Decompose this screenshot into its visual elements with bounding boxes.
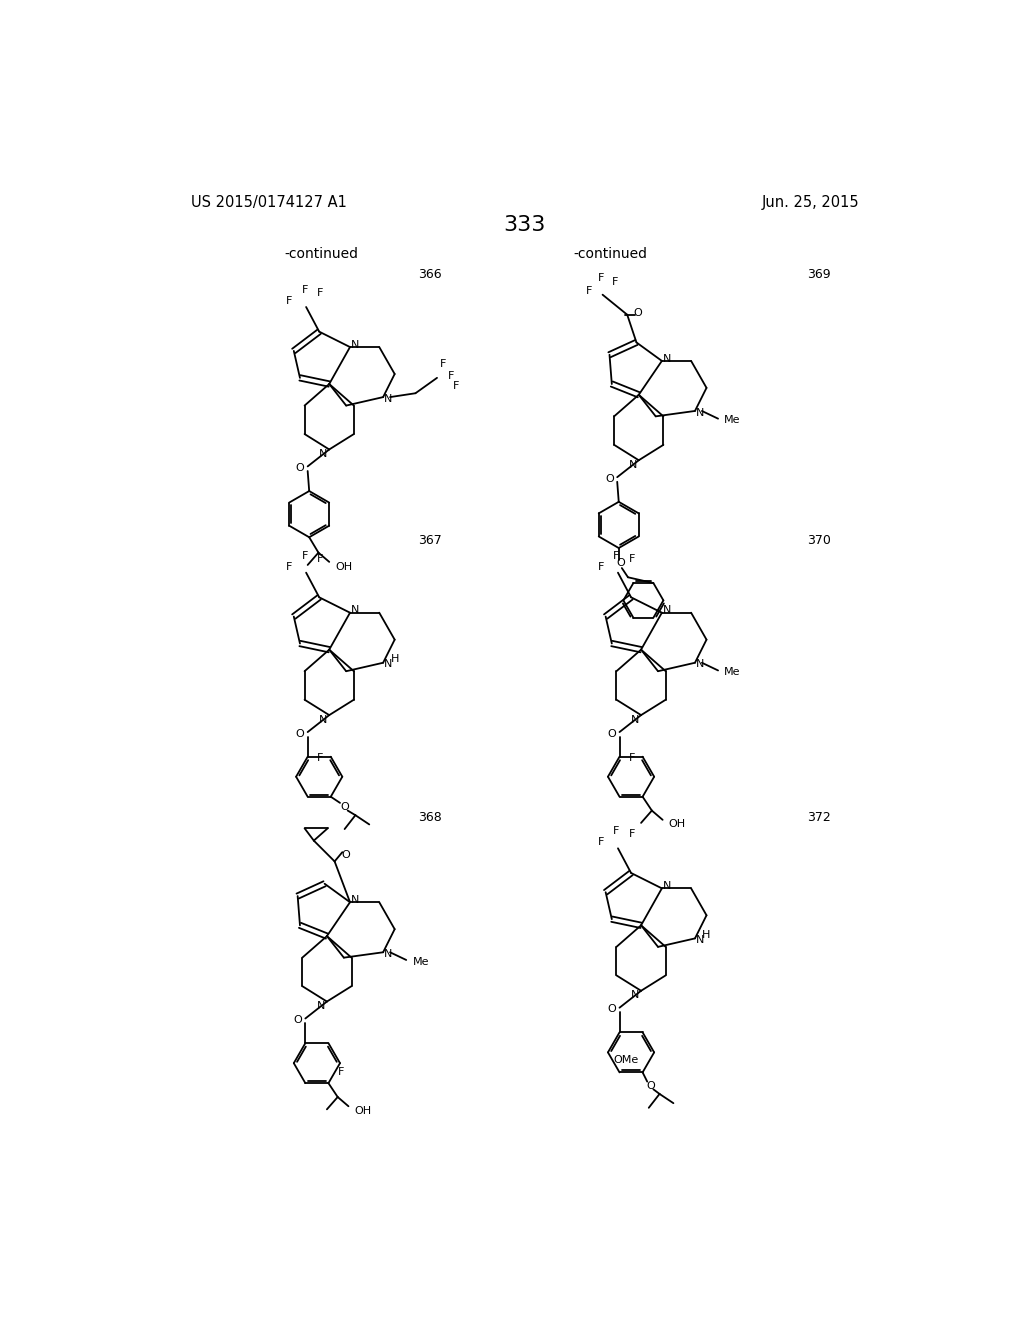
Text: OH: OH (336, 561, 352, 572)
Text: N: N (384, 659, 392, 669)
Text: F: F (598, 837, 604, 847)
Text: F: F (286, 561, 293, 572)
Text: N: N (351, 606, 359, 615)
Text: F: F (440, 359, 446, 370)
Text: F: F (316, 288, 324, 298)
Text: 368: 368 (418, 812, 441, 825)
Text: N: N (695, 659, 703, 669)
Text: N: N (664, 606, 672, 615)
Text: 333: 333 (504, 215, 546, 235)
Text: O: O (607, 729, 616, 739)
Text: F: F (613, 550, 620, 561)
Text: O: O (607, 1005, 616, 1014)
Text: F: F (629, 554, 635, 564)
Text: O: O (605, 474, 613, 483)
Text: US 2015/0174127 A1: US 2015/0174127 A1 (190, 195, 346, 210)
Text: OH: OH (354, 1106, 372, 1115)
Text: N: N (629, 459, 637, 470)
Text: Me: Me (724, 416, 740, 425)
Text: N: N (695, 408, 703, 417)
Text: N: N (664, 880, 672, 891)
Text: N: N (384, 393, 392, 404)
Text: F: F (316, 554, 324, 564)
Text: H: H (702, 929, 711, 940)
Text: OH: OH (669, 820, 686, 829)
Text: Jun. 25, 2015: Jun. 25, 2015 (762, 195, 859, 210)
Text: 369: 369 (807, 268, 831, 281)
Text: F: F (447, 371, 454, 381)
Text: O: O (340, 803, 349, 813)
Text: O: O (296, 729, 304, 739)
Text: O: O (293, 1015, 302, 1026)
Text: N: N (695, 935, 703, 945)
Text: F: F (611, 277, 618, 288)
Text: Me: Me (413, 957, 429, 966)
Text: 370: 370 (807, 535, 830, 548)
Text: F: F (286, 296, 293, 306)
Text: N: N (318, 449, 328, 459)
Text: O: O (296, 463, 304, 473)
Text: O: O (341, 850, 350, 861)
Text: N: N (351, 339, 359, 350)
Text: O: O (634, 308, 642, 318)
Text: F: F (629, 829, 635, 840)
Text: F: F (586, 286, 592, 296)
Text: 367: 367 (418, 535, 441, 548)
Text: F: F (301, 550, 308, 561)
Text: F: F (301, 285, 308, 296)
Text: N: N (631, 714, 639, 725)
Text: F: F (316, 754, 324, 763)
Text: 366: 366 (418, 268, 441, 281)
Text: F: F (338, 1068, 345, 1077)
Text: O: O (615, 558, 625, 569)
Text: N: N (351, 895, 359, 906)
Text: N: N (631, 990, 639, 1001)
Text: H: H (390, 653, 399, 664)
Text: 372: 372 (807, 812, 831, 825)
Text: F: F (598, 561, 604, 572)
Text: N: N (384, 949, 392, 958)
Text: F: F (598, 273, 604, 282)
Text: F: F (453, 380, 460, 391)
Text: N: N (318, 714, 328, 725)
Text: OMe: OMe (613, 1055, 639, 1065)
Text: -continued: -continued (573, 247, 647, 261)
Text: F: F (629, 754, 635, 763)
Text: N: N (316, 1001, 325, 1011)
Text: -continued: -continued (285, 247, 358, 261)
Text: O: O (646, 1081, 654, 1092)
Text: Me: Me (724, 667, 740, 677)
Text: F: F (613, 826, 620, 837)
Text: N: N (664, 354, 672, 363)
